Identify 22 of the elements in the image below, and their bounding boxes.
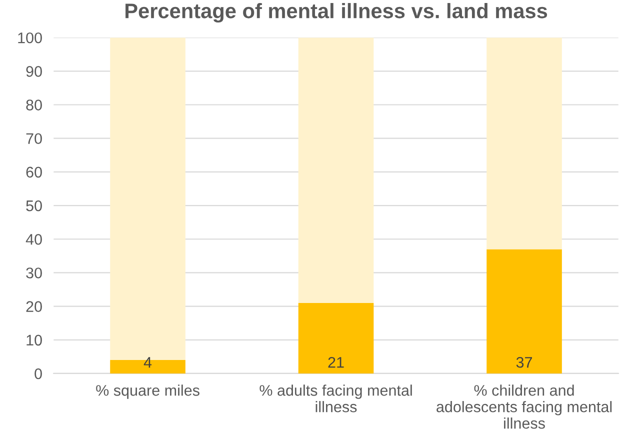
x-tick-label: % children and adolescents facing mental illness bbox=[436, 384, 612, 429]
data-label: 37 bbox=[516, 356, 532, 368]
y-tick-label: 0 bbox=[34, 368, 42, 380]
x-tick-label: % square miles bbox=[96, 384, 200, 399]
y-tick-label: 60 bbox=[26, 166, 42, 178]
bar bbox=[298, 302, 374, 374]
y-tick-label: 10 bbox=[26, 334, 42, 346]
chart-title: Percentage of mental illness vs. land mass bbox=[126, 3, 548, 23]
y-tick-label: 70 bbox=[26, 133, 42, 144]
y-tick-label: 100 bbox=[18, 32, 42, 44]
y-tick-label: 90 bbox=[26, 66, 42, 77]
data-label: 4 bbox=[144, 357, 152, 368]
y-tick-label: 30 bbox=[26, 268, 42, 278]
bar bbox=[486, 38, 562, 250]
bar bbox=[486, 249, 562, 374]
data-label: 21 bbox=[328, 356, 344, 368]
y-tick-label: 50 bbox=[26, 200, 42, 212]
y-tick-label: 40 bbox=[26, 234, 42, 245]
y-tick-label: 80 bbox=[26, 100, 42, 110]
bar bbox=[298, 38, 374, 303]
x-tick-label: % adults facing mental illness bbox=[260, 384, 412, 412]
y-tick-label: 20 bbox=[26, 301, 42, 312]
